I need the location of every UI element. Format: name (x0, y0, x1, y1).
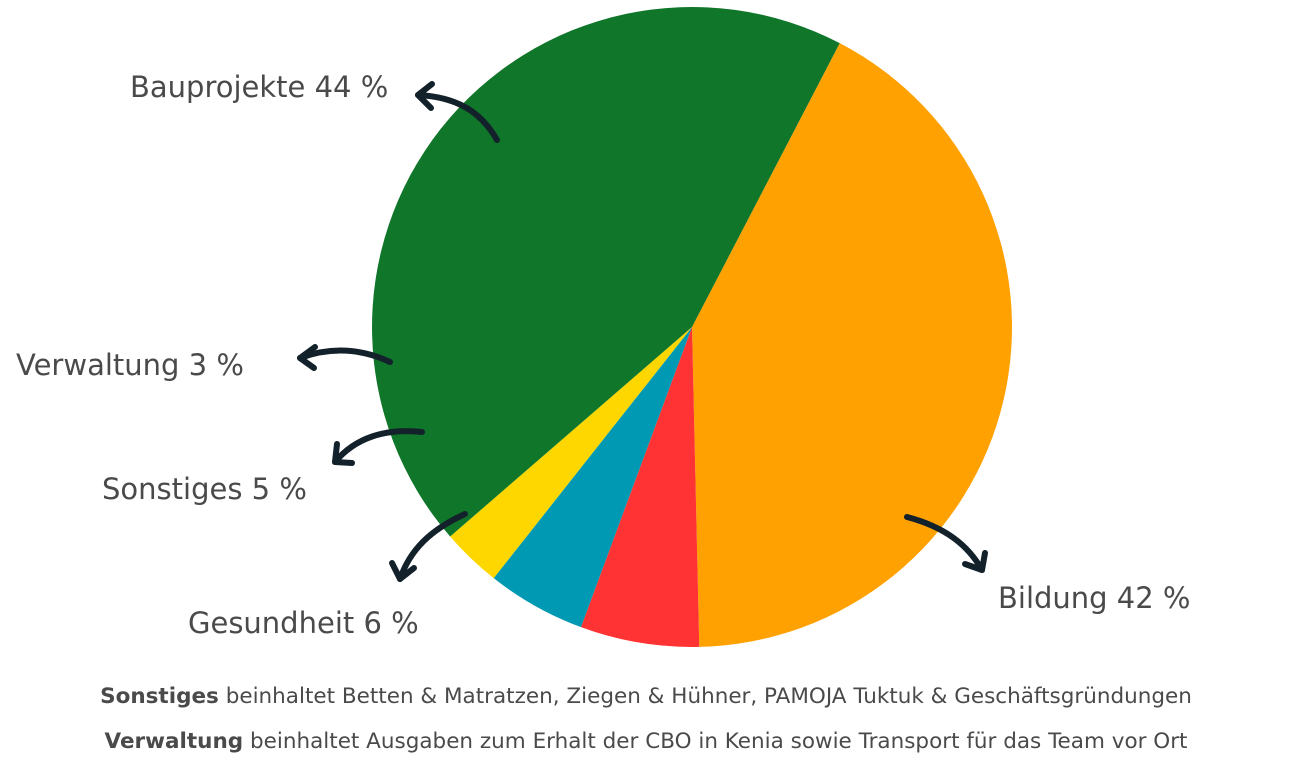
arrowhead-verwaltung (297, 344, 318, 371)
slice-label-value: 44 % (305, 70, 388, 104)
footnote-text: beinhaltet Ausgaben zum Erhalt der CBO i… (250, 729, 1188, 754)
arrow-bildung (904, 514, 985, 573)
slice-label-name: Bildung (998, 581, 1108, 615)
footnote-verwaltung: Verwaltung beinhaltet Ausgaben zum Erhal… (0, 723, 1292, 768)
slice-label-value: 3 % (179, 348, 243, 382)
slice-label-bauprojekte: Bauprojekte 44 % (130, 70, 388, 104)
slice-label-value: 42 % (1108, 581, 1191, 615)
slice-label-name: Bauprojekte (130, 70, 305, 104)
slice-label-bildung: Bildung 42 % (998, 581, 1191, 615)
footnote-text: beinhaltet Betten & Matratzen, Ziegen & … (225, 684, 1192, 709)
arrow-bauprojekte (415, 92, 500, 143)
pie-chart: Bauprojekte 44 % Bildung 42 % Gesundheit 6… (16, 7, 1191, 648)
slice-label-name: Gesundheit (188, 606, 354, 640)
arrowhead-gesundheit (389, 560, 417, 582)
pie-slices (372, 7, 1012, 648)
slice-label-gesundheit: Gesundheit 6 % (188, 606, 419, 640)
slice-label-value: 6 % (354, 606, 418, 640)
footnote-term: Verwaltung (104, 729, 244, 754)
slice-label-verwaltung: Verwaltung 3 % (16, 348, 244, 382)
label-arrows (297, 81, 988, 582)
pie-slice-sonstiges (493, 327, 692, 628)
pie-slice-gesundheit (580, 327, 700, 648)
footnote-term: Sonstiges (100, 684, 219, 709)
arrow-gesundheit (397, 511, 468, 582)
arrowhead-bauprojekte (415, 81, 435, 111)
slice-label-name: Verwaltung (16, 348, 179, 382)
pie-slice-verwaltung (450, 327, 692, 579)
arrow-sonstiges (332, 428, 425, 465)
arrowhead-sonstiges (332, 441, 355, 466)
slice-label-sonstiges: Sonstiges 5 % (102, 472, 307, 506)
slice-label-name: Sonstiges (102, 472, 242, 506)
pie-slice-bildung (692, 43, 1012, 647)
slice-label-value: 5 % (242, 472, 306, 506)
slice-labels: Bauprojekte 44 % Bildung 42 % Gesundheit 6… (16, 70, 1191, 640)
arrowhead-bildung (962, 550, 988, 573)
footnote-sonstiges: Sonstiges beinhaltet Betten & Matratzen,… (0, 678, 1292, 723)
pie-slice-bauprojekte (372, 7, 840, 537)
footnotes: Sonstiges beinhaltet Betten & Matratzen,… (0, 678, 1292, 768)
